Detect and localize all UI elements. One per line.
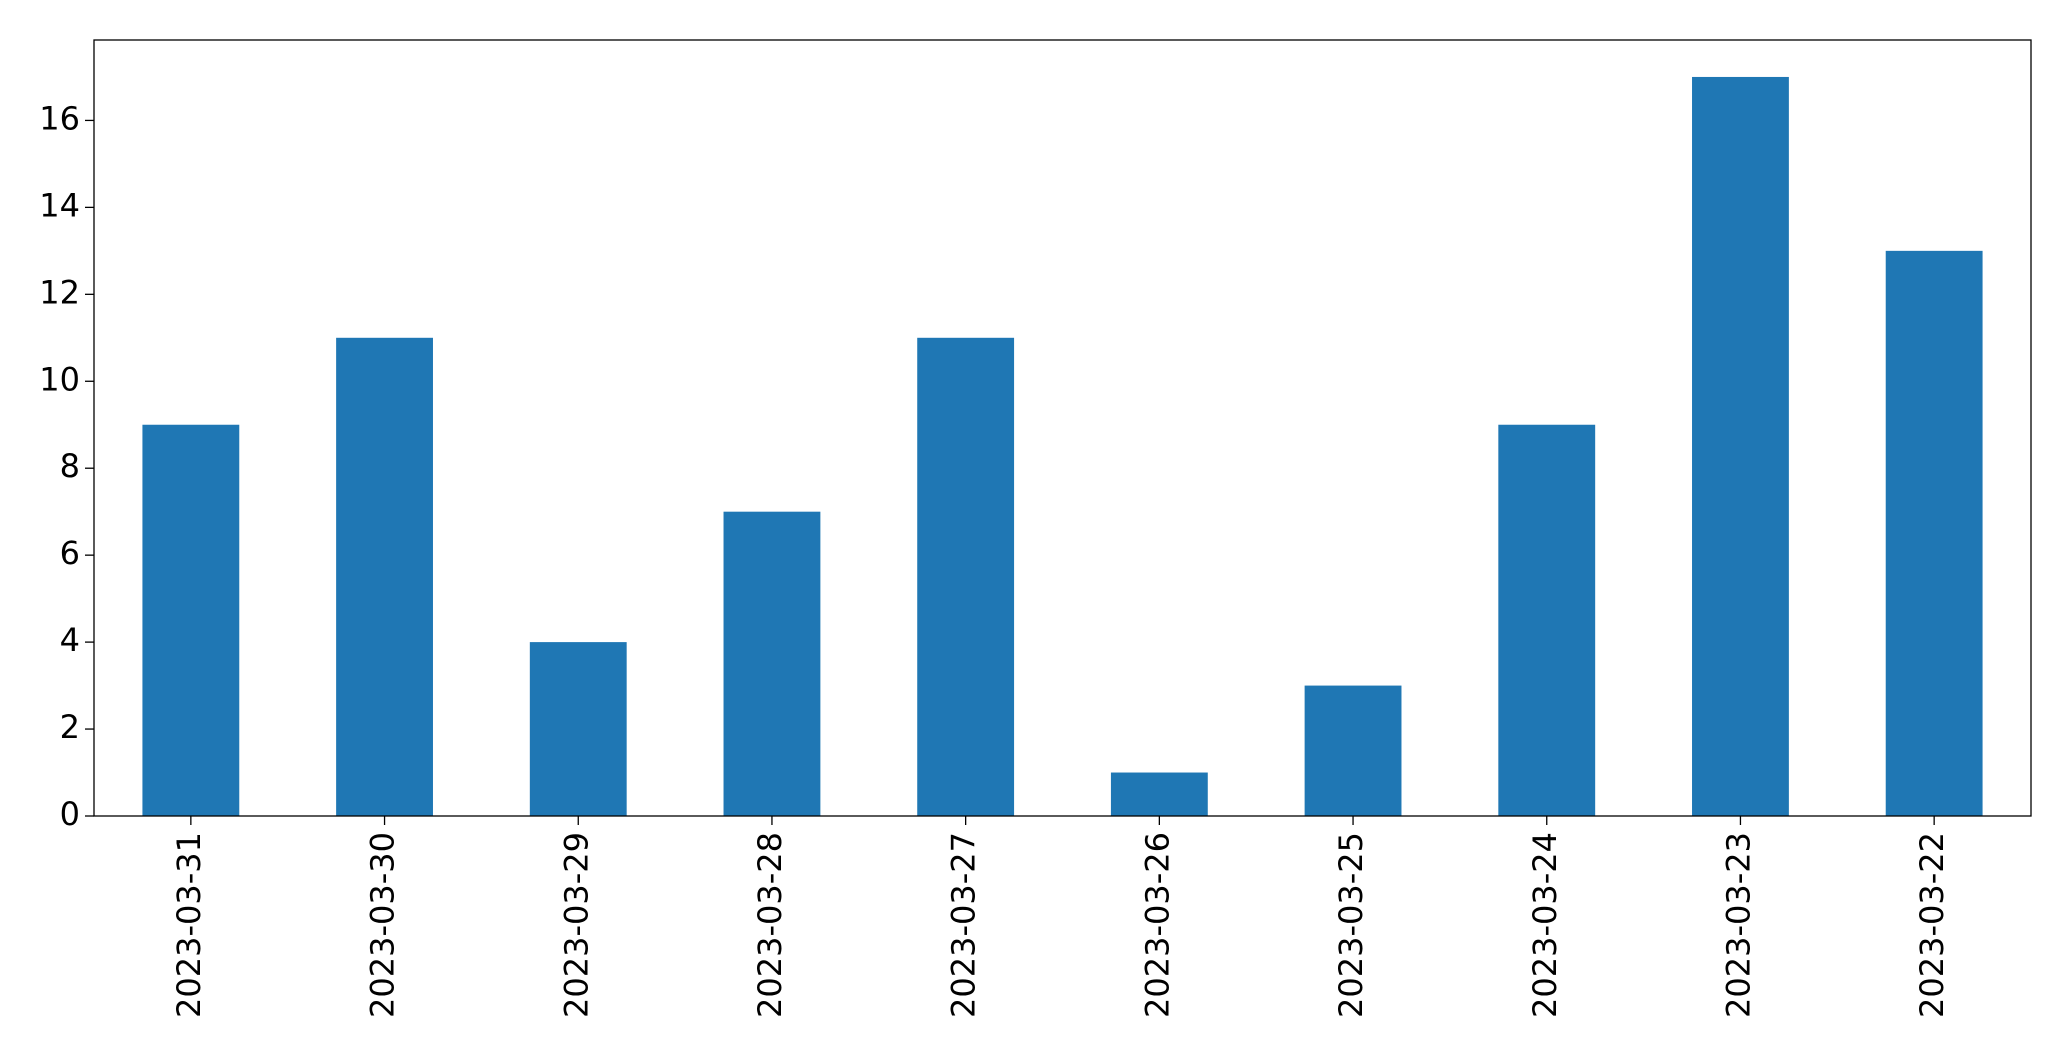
y-tick-label: 10 [39, 360, 80, 398]
x-tick-label: 2023-03-25 [1332, 832, 1370, 1018]
x-tick-label: 2023-03-23 [1719, 832, 1757, 1018]
x-tick-label: 2023-03-26 [1138, 832, 1176, 1018]
bar [1110, 772, 1208, 816]
bar [1498, 424, 1596, 816]
x-tick-label: 2023-03-27 [945, 832, 983, 1018]
y-tick-label: 0 [60, 795, 80, 833]
y-tick-label: 14 [39, 186, 80, 224]
bar [1885, 250, 1983, 816]
x-tick-label: 2023-03-22 [1913, 832, 1951, 1018]
x-tick-label: 2023-03-24 [1526, 832, 1564, 1018]
bar [1692, 76, 1789, 816]
x-tick-label: 2023-03-31 [170, 832, 208, 1018]
y-tick-label: 16 [39, 99, 80, 137]
x-tick-label: 2023-03-29 [557, 832, 595, 1018]
bar [142, 424, 240, 816]
bar [723, 511, 821, 816]
bar [529, 642, 627, 816]
x-tick-label: 2023-03-28 [751, 832, 789, 1018]
y-tick-label: 4 [60, 621, 80, 659]
plot-frame [93, 39, 2032, 817]
y-tick-label: 2 [60, 708, 80, 746]
y-tick-label: 6 [60, 534, 80, 572]
y-tick-label: 8 [60, 447, 80, 485]
bar [336, 337, 433, 816]
bar [1304, 685, 1402, 816]
x-tick-label: 2023-03-30 [364, 832, 402, 1018]
y-tick-label: 12 [39, 273, 80, 311]
bar [917, 337, 1015, 816]
